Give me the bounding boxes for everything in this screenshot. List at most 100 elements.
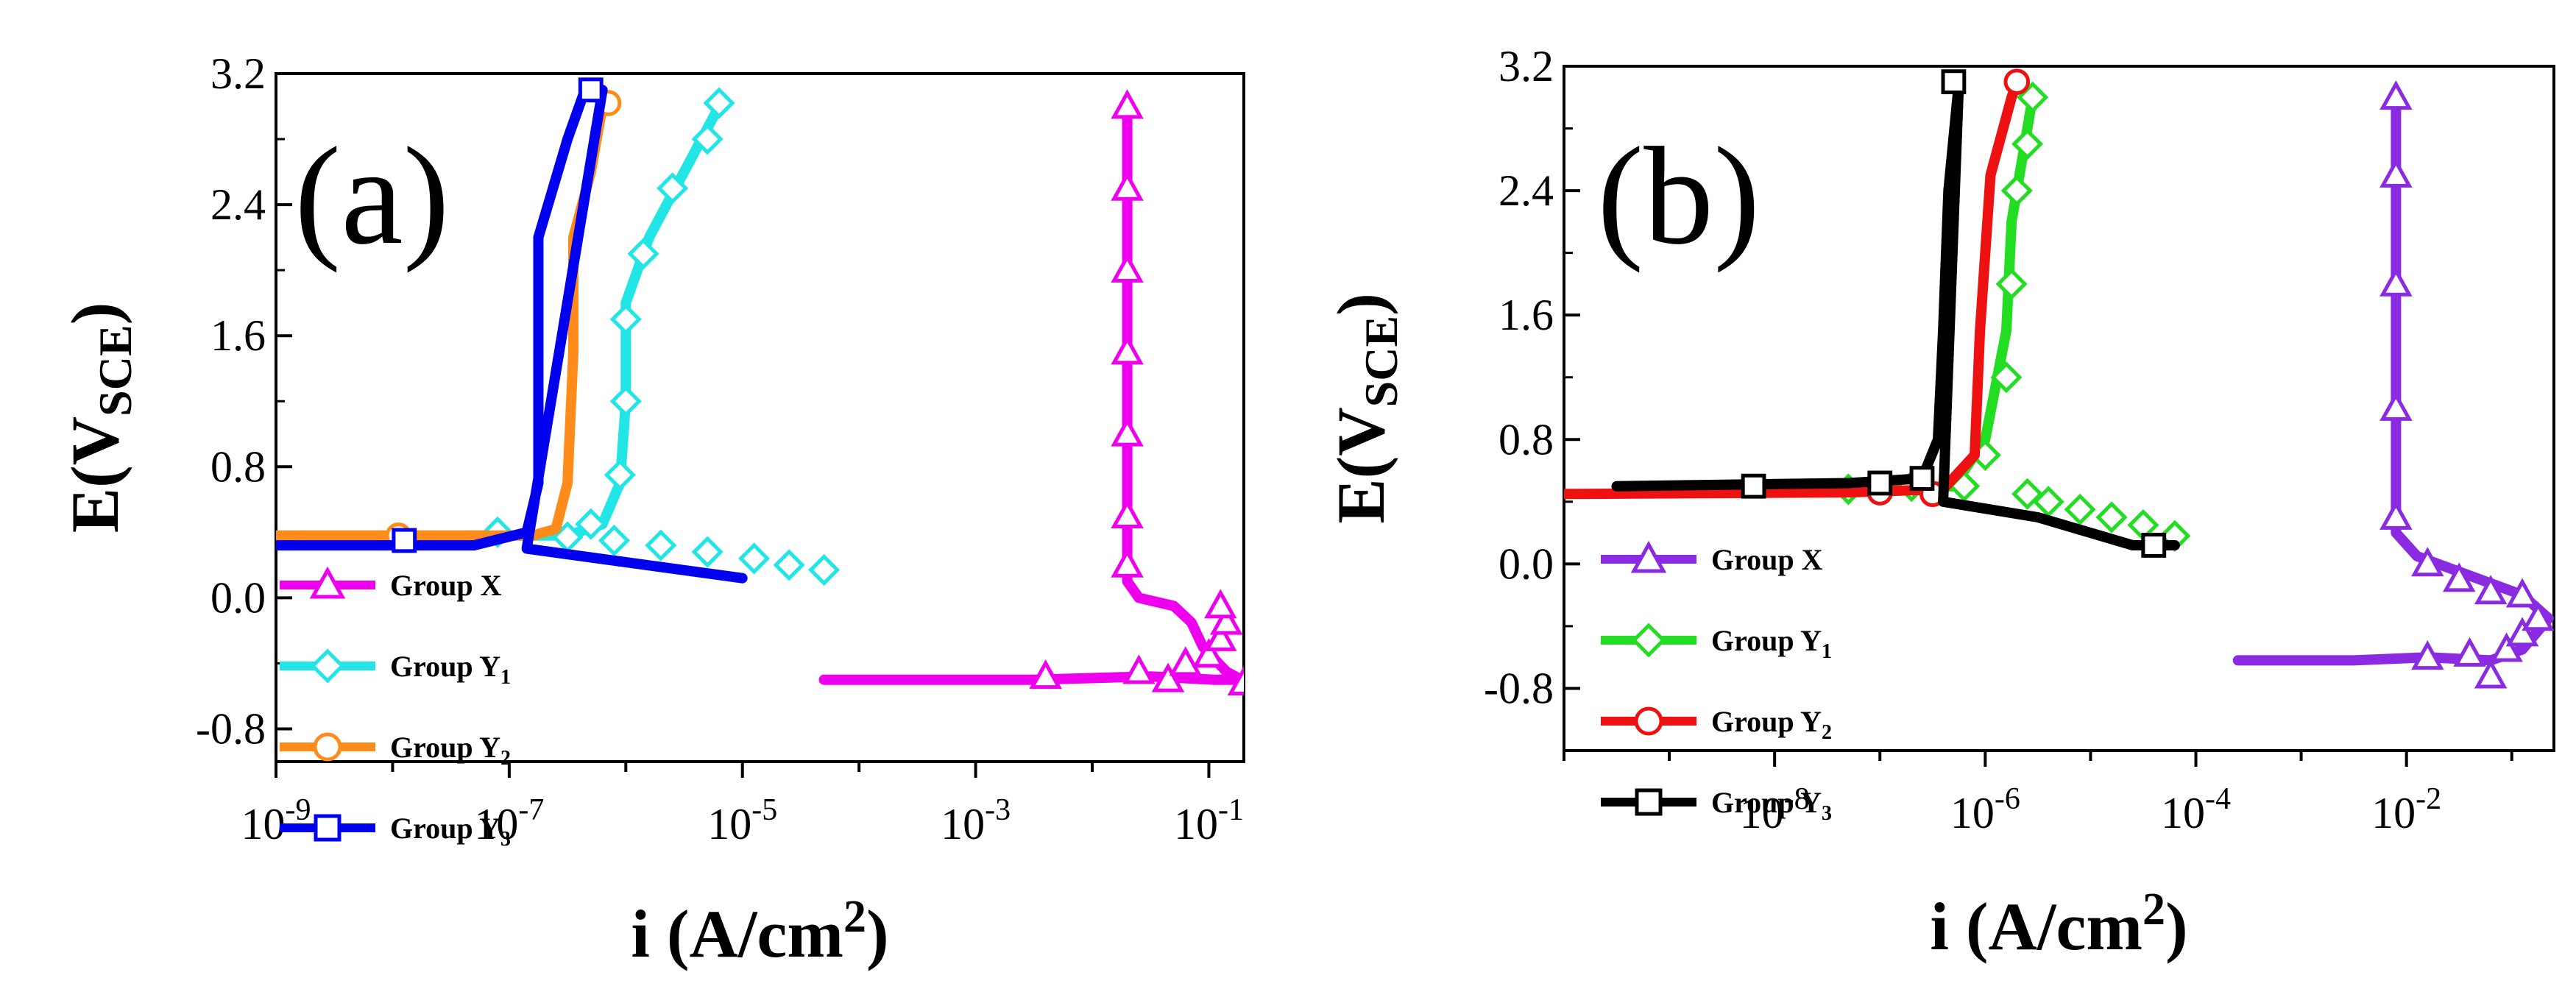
legend-marker — [1631, 623, 1666, 658]
legend-marker — [1634, 706, 1663, 736]
data-marker — [2141, 533, 2167, 558]
data-marker — [1209, 605, 1243, 635]
data-marker — [1111, 252, 1144, 283]
data-marker — [1111, 547, 1144, 578]
data-marker — [2490, 632, 2523, 662]
legend-label: Group X — [390, 569, 502, 602]
data-marker — [609, 385, 642, 417]
data-marker — [2379, 157, 2413, 188]
data-marker — [578, 77, 604, 103]
legend-marker — [1635, 788, 1663, 816]
y-tick-label: -0.8 — [1484, 664, 1554, 712]
series-line — [1611, 77, 2180, 550]
data-marker — [2453, 637, 2486, 667]
y-tick-label: -0.8 — [196, 704, 266, 753]
data-marker — [691, 536, 723, 568]
legend-item: Group Y1 — [1601, 623, 1832, 663]
data-marker — [1111, 498, 1144, 528]
data-marker — [2522, 601, 2554, 631]
data-marker — [2505, 617, 2539, 647]
panel-label: (b) — [1597, 119, 1761, 274]
data-marker — [1111, 335, 1144, 365]
x-axis-title: i (A/cm2) — [1930, 885, 2187, 964]
panel-a-chart: -0.8 0.0 0.8 1.6 2.4 3.2 10-9 10-7 10-5 10-3 10-1 (… — [57, 49, 1245, 971]
x-tick-label: 10-1 — [1174, 793, 1244, 848]
data-marker — [1867, 470, 1893, 496]
data-marker — [1122, 654, 1156, 684]
x-tick-label: 10-7 — [474, 793, 544, 848]
data-marker — [2474, 659, 2508, 689]
x-axis-title: i (A/cm2) — [631, 892, 888, 971]
data-marker — [1204, 621, 1237, 651]
y-tick-label: 2.4 — [1498, 166, 1554, 215]
y-tick-label: 0.8 — [210, 442, 266, 491]
data-marker — [738, 542, 771, 575]
data-marker — [773, 549, 805, 581]
data-marker — [2411, 640, 2444, 670]
data-marker — [1741, 473, 1766, 499]
data-marker — [1995, 268, 2028, 300]
legend-marker — [1630, 540, 1667, 573]
data-marker — [609, 303, 642, 336]
legend-item: Group X — [280, 566, 502, 602]
data-marker — [1941, 69, 1967, 95]
data-marker — [1227, 665, 1244, 696]
x-tick-label: 10-4 — [2161, 782, 2231, 837]
y-axis-title: E(VSCE) — [1323, 293, 1407, 524]
data-marker — [703, 87, 735, 119]
x-tick-label: 10-2 — [2371, 782, 2441, 837]
legend-item: Group Y1 — [280, 648, 511, 689]
data-marker — [657, 172, 689, 205]
data-marker — [1111, 89, 1144, 119]
data-marker — [1990, 361, 2023, 394]
data-marker — [2505, 578, 2539, 608]
data-marker — [1111, 171, 1144, 201]
y-tick-label: 2.4 — [210, 180, 266, 229]
plot-frame — [275, 72, 1245, 763]
data-marker — [645, 529, 677, 561]
y-tick-label: 1.6 — [210, 311, 266, 360]
data-marker — [2032, 486, 2064, 518]
legend-label: Group X — [1711, 543, 1823, 576]
series-line — [818, 101, 1244, 685]
y-tick-label: 1.6 — [1498, 291, 1554, 339]
x-tick-label: 10-6 — [1950, 782, 2020, 837]
panel-b-chart: -0.8 0.0 0.8 1.6 2.4 3.2 10-8 10-6 10-4 10-2 (b) E(… — [1323, 42, 2555, 964]
series-line — [276, 85, 748, 584]
legend-marker — [309, 566, 346, 599]
x-tick-label: 10-8 — [1740, 782, 1810, 837]
y-tick-label: 3.2 — [1498, 42, 1554, 91]
data-marker — [2379, 391, 2413, 421]
legend-label: Group Y2 — [390, 731, 511, 770]
legend: Group X Group Y1 Group Y2 Group Y3 — [1601, 540, 1832, 825]
plot-area — [276, 77, 1244, 696]
data-marker — [2095, 501, 2128, 534]
y-tick-label: 0.0 — [1498, 539, 1554, 588]
legend-item: Group Y2 — [1601, 705, 1832, 744]
legend-marker — [310, 648, 345, 684]
y-tick-label: 0.0 — [210, 573, 266, 622]
data-marker — [2474, 575, 2508, 605]
data-marker — [1204, 589, 1237, 619]
data-marker — [2379, 266, 2413, 297]
data-marker — [575, 508, 607, 540]
data-marker — [1192, 638, 1225, 668]
legend-item: Group Y3 — [1601, 786, 1832, 825]
data-marker — [2379, 500, 2413, 530]
legend-label: Group Y3 — [1711, 786, 1832, 825]
data-marker — [2442, 562, 2476, 592]
data-marker — [2000, 174, 2033, 207]
x-tick-label: 10-3 — [941, 793, 1011, 848]
y-tick-label: 3.2 — [210, 49, 266, 98]
data-marker — [1029, 659, 1062, 690]
legend-item: Group Y2 — [280, 731, 511, 770]
data-marker — [604, 458, 636, 491]
data-marker — [691, 123, 723, 155]
data-marker — [2411, 547, 2444, 577]
data-marker — [598, 524, 630, 556]
y-axis-title: E(VSCE) — [57, 302, 141, 534]
plot-area — [1564, 68, 2554, 689]
data-marker — [2064, 493, 2096, 525]
legend: Group X Group Y1 Group Y2 Group Y3 — [280, 566, 511, 851]
